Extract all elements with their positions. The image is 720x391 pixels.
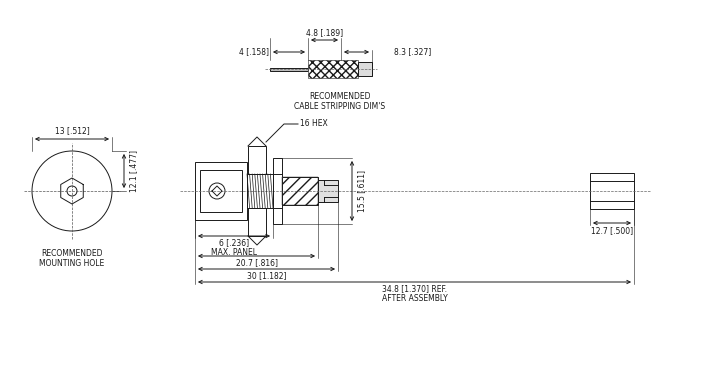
Text: 30 [1.182]: 30 [1.182] [247,271,287,280]
Circle shape [32,151,112,231]
Bar [248,208,266,236]
Text: 4.8 [.189]: 4.8 [.189] [306,28,343,37]
Bar [273,158,282,224]
Text: 13 [.512]: 13 [.512] [55,126,89,135]
Text: RECOMMENDED
CABLE STRIPPING DIM'S: RECOMMENDED CABLE STRIPPING DIM'S [294,92,386,111]
Text: RECOMMENDED
MOUNTING HOLE: RECOMMENDED MOUNTING HOLE [40,249,104,268]
Text: 6 [.236]
MAX. PANEL: 6 [.236] MAX. PANEL [211,238,257,257]
Text: 16 HEX: 16 HEX [300,120,328,129]
Text: 34.8 [1.370] REF.
AFTER ASSEMBLY: 34.8 [1.370] REF. AFTER ASSEMBLY [382,284,447,303]
Bar [282,177,318,205]
Text: 15.5 [.611]: 15.5 [.611] [357,170,366,212]
Bar [590,173,634,209]
Text: 12.1 [.477]: 12.1 [.477] [129,150,138,192]
Bar [358,62,372,76]
Bar [318,180,338,202]
Bar [200,170,242,212]
Text: 12.7 [.500]: 12.7 [.500] [591,226,633,235]
Circle shape [209,183,225,199]
Bar [282,177,318,205]
Text: 4 [.158]: 4 [.158] [239,47,269,57]
Text: 8.3 [.327]: 8.3 [.327] [394,47,431,57]
Bar [248,146,266,174]
Bar [308,60,358,78]
Circle shape [67,186,77,196]
Bar [270,68,308,70]
Text: 20.7 [.816]: 20.7 [.816] [235,258,277,267]
Bar [195,162,247,220]
